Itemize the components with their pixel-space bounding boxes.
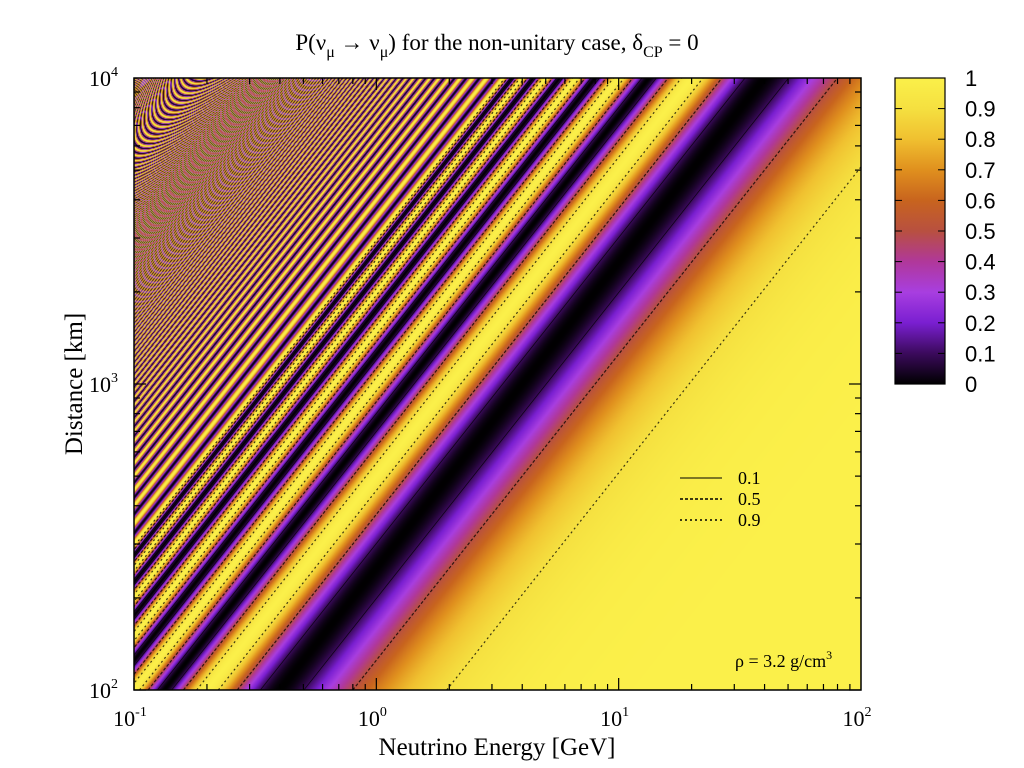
colorbar-tick-label: 0.1: [965, 341, 996, 366]
colorbar-tick-label: 0.5: [965, 219, 996, 244]
y-axis-label: Distance [km]: [61, 313, 88, 455]
colorbar-tick-label: 0.9: [965, 97, 996, 122]
title-suffix: ) for the non-unitary case, δ: [388, 30, 643, 55]
contour-line: [134, 78, 525, 572]
colorbar-tick-label: 0.7: [965, 158, 996, 183]
tick-label: 103: [89, 371, 118, 397]
colorbar-tick-label: 0.8: [965, 127, 996, 152]
contour-line: [134, 78, 581, 642]
plot-area: [134, 78, 861, 690]
contour-line: [134, 78, 573, 633]
legend-label: 0.5: [738, 489, 761, 509]
colorbar: 0 0.1 0.2 0.3 0.4 0.5 0.6 0.7 0.8 0.9 1: [894, 66, 996, 397]
x-axis-label: Neutrino Energy [GeV]: [379, 734, 616, 761]
contour-line: [134, 78, 544, 596]
contour-line: [134, 78, 532, 580]
colorbar-tick-label: 0.2: [965, 311, 996, 336]
colorbar-ticks: 0 0.1 0.2 0.3 0.4 0.5 0.6 0.7 0.8 0.9 1: [895, 66, 996, 397]
contour-lines: [134, 78, 861, 690]
contour-line: [134, 78, 506, 548]
contour-line: [171, 78, 657, 690]
colorbar-tick-label: 0.6: [965, 188, 996, 213]
colorbar-tick-label: 1: [965, 66, 977, 91]
colorbar-tick-label: 0.4: [965, 250, 996, 275]
contour-line: [134, 78, 564, 621]
title-sub1: μ: [326, 44, 335, 61]
contour-line: [134, 78, 592, 656]
contour-line: [134, 78, 518, 563]
contour-line: [134, 78, 529, 577]
density-text: ρ = 3.2 g/cm: [735, 651, 826, 671]
heatmap-canvas: [134, 78, 861, 690]
density-annotation: ρ = 3.2 g/cm3: [735, 648, 832, 671]
contour-line: [134, 78, 569, 627]
contour-line: [134, 78, 558, 613]
tick-label: 102: [843, 705, 872, 731]
colorbar-tick-label: 0.3: [965, 280, 996, 305]
contour-legend: 0.10.50.9: [680, 468, 761, 530]
title-sub2: μ: [380, 44, 389, 61]
contour-line: [134, 78, 515, 559]
density-sup: 3: [826, 648, 832, 662]
contour-line: [134, 78, 508, 551]
title-arrow: → ν: [335, 30, 380, 55]
contour-line: [134, 78, 600, 667]
title-prefix: P(ν: [295, 30, 326, 55]
contour-line: [236, 78, 723, 690]
legend-label: 0.1: [738, 468, 761, 488]
contour-line: [134, 78, 549, 603]
contour-line: [352, 78, 838, 690]
tick-label: 104: [89, 65, 118, 91]
contour-line: [157, 78, 643, 690]
contour-line: [217, 78, 704, 690]
tick-label: 101: [600, 705, 629, 731]
contour-line: [260, 78, 746, 690]
title-sub3: CP: [643, 44, 663, 61]
contour-line: [134, 78, 614, 685]
tick-label: 100: [358, 705, 387, 731]
colorbar-bar: [894, 77, 946, 385]
contour-line: [134, 78, 607, 676]
contour-line: [134, 78, 540, 591]
contour-line: [139, 78, 625, 690]
contour-line: [134, 78, 537, 586]
legend-label: 0.9: [738, 510, 761, 530]
contour-line: [196, 78, 682, 690]
contour-line: [134, 78, 511, 554]
contour-line: [446, 165, 861, 690]
contour-line: [303, 78, 789, 690]
y-tick-labels: 102 103 104: [89, 65, 118, 703]
title-tail: = 0: [663, 30, 699, 55]
contour-line: [134, 78, 521, 567]
tick-label: 102: [89, 677, 118, 703]
contour-line: [134, 78, 553, 608]
x-tick-labels: 10-1 100 101 102: [113, 705, 871, 731]
colorbar-tick-label: 0: [965, 372, 977, 397]
contour-line: [147, 78, 634, 690]
tick-label: 10-1: [113, 705, 147, 731]
contour-line: [182, 78, 669, 690]
axis-ticks: [133, 78, 861, 691]
contour-line: [134, 78, 586, 649]
chart-title: P(νμ → νμ) for the non-unitary case, δCP…: [295, 30, 698, 61]
